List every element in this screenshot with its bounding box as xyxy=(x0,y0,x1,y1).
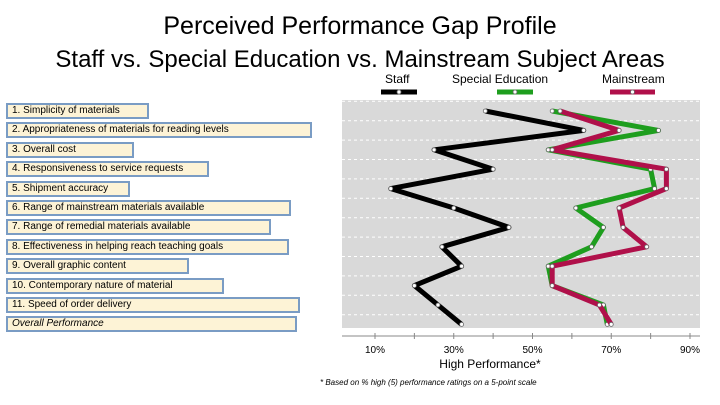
data-point-special-education xyxy=(652,186,657,192)
data-point-staff xyxy=(482,108,488,114)
x-tick-label: 70% xyxy=(601,345,622,356)
data-point-staff xyxy=(439,244,445,250)
data-point-special-education xyxy=(545,263,551,269)
legend-label-mainstream: Mainstream xyxy=(602,72,665,86)
legend-label-staff: Staff xyxy=(385,72,410,86)
category-label: 9. Overall graphic content xyxy=(6,258,189,275)
x-axis-label: High Performance* xyxy=(439,357,541,371)
category-label: 5. Shipment accuracy xyxy=(6,180,130,197)
data-point-staff xyxy=(411,283,417,289)
data-point-special-education xyxy=(600,224,606,230)
category-label: 3. Overall cost xyxy=(6,141,134,158)
legend-marker-mainstream xyxy=(630,89,635,95)
data-point-special-education xyxy=(549,108,555,114)
chart-subtitle: Staff vs. Special Education vs. Mainstre… xyxy=(55,46,665,73)
category-label: 11. Speed of order delivery xyxy=(6,297,300,313)
x-tick-label: 90% xyxy=(679,345,701,356)
data-point-staff xyxy=(431,147,437,153)
category-label: Overall Performance xyxy=(6,316,297,333)
data-point-mainstream xyxy=(608,321,614,327)
category-label: 7. Range of remedial materials available xyxy=(6,219,271,236)
category-label: 10. Contemporary nature of material xyxy=(6,277,224,294)
data-point-mainstream xyxy=(549,283,555,289)
data-point-staff xyxy=(388,186,394,192)
data-point-mainstream xyxy=(549,147,555,153)
data-point-mainstream xyxy=(620,224,626,230)
category-label: 6. Range of mainstream materials availab… xyxy=(6,200,291,216)
x-tick-label: 10% xyxy=(364,345,386,356)
chart-title: Perceived Performance Gap Profile xyxy=(163,12,557,40)
data-point-staff xyxy=(435,302,441,308)
data-point-special-education xyxy=(656,127,661,133)
data-point-mainstream xyxy=(616,127,622,133)
data-point-mainstream xyxy=(557,108,563,114)
data-point-mainstream xyxy=(549,263,555,269)
legend-marker-special-education xyxy=(512,89,518,95)
x-tick-label: 50% xyxy=(522,345,543,356)
x-tick-label: 30% xyxy=(443,345,464,356)
data-point-special-education xyxy=(589,244,594,250)
series-line-staff xyxy=(388,108,587,327)
data-point-staff xyxy=(459,263,465,269)
data-point-staff xyxy=(581,127,587,133)
data-point-mainstream xyxy=(644,244,650,250)
data-point-staff xyxy=(490,166,496,172)
data-point-mainstream xyxy=(597,302,602,308)
footnote: * Based on % high (5) performance rating… xyxy=(320,378,537,387)
category-label: 4. Responsiveness to service requests xyxy=(6,161,209,178)
data-point-mainstream xyxy=(663,166,669,172)
data-point-staff xyxy=(506,224,512,230)
series-line-mainstream xyxy=(549,108,669,326)
category-label: 1. Simplicity of materials xyxy=(6,103,149,119)
category-label: 8. Effectiveness in helping reach teachi… xyxy=(6,238,289,255)
data-point-special-education xyxy=(545,147,551,153)
category-label: 2. Appropriateness of materials for read… xyxy=(6,122,312,139)
data-point-mainstream xyxy=(663,186,669,192)
data-point-mainstream xyxy=(616,205,622,211)
data-point-staff xyxy=(459,321,465,327)
data-point-staff xyxy=(451,205,457,211)
legend-marker-staff xyxy=(396,89,402,95)
data-point-special-education xyxy=(573,205,579,211)
legend-label-special-education: Special Education xyxy=(452,72,549,86)
